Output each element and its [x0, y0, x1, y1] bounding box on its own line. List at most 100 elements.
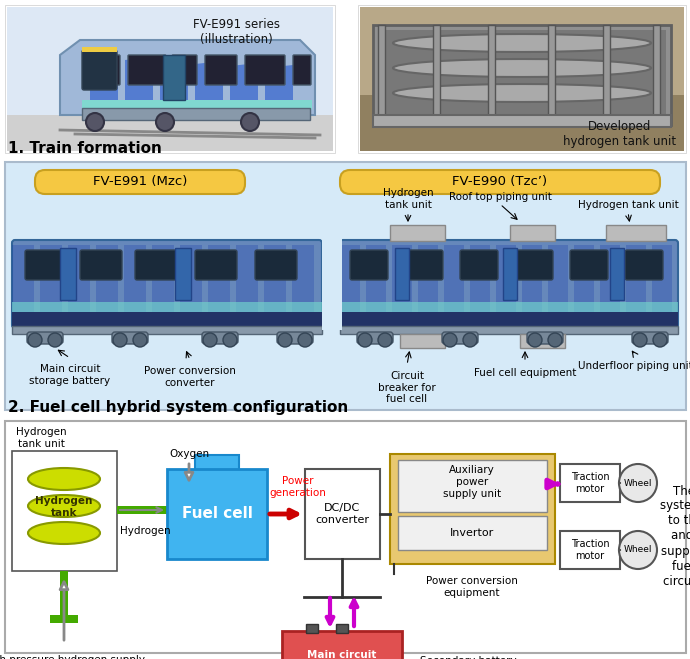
- FancyBboxPatch shape: [405, 250, 443, 280]
- Bar: [264, 245, 286, 323]
- Bar: [488, 25, 495, 125]
- FancyBboxPatch shape: [625, 250, 663, 280]
- Circle shape: [463, 333, 477, 347]
- FancyBboxPatch shape: [205, 55, 237, 85]
- Bar: [378, 25, 385, 125]
- Bar: [340, 302, 678, 312]
- Bar: [5, 421, 686, 653]
- Bar: [167, 469, 267, 559]
- Bar: [400, 334, 445, 348]
- Bar: [548, 245, 568, 323]
- FancyBboxPatch shape: [527, 332, 563, 344]
- Ellipse shape: [393, 34, 651, 52]
- Bar: [322, 238, 342, 330]
- Polygon shape: [230, 63, 258, 115]
- Bar: [358, 5, 686, 153]
- Bar: [82, 47, 117, 52]
- Circle shape: [48, 333, 62, 347]
- Bar: [548, 25, 555, 125]
- Text: DC/DC
converter: DC/DC converter: [315, 503, 369, 525]
- Bar: [82, 108, 310, 120]
- FancyBboxPatch shape: [255, 250, 297, 280]
- Bar: [60, 248, 76, 300]
- Bar: [96, 245, 118, 323]
- Bar: [340, 312, 678, 326]
- Bar: [373, 115, 671, 127]
- Bar: [180, 245, 202, 323]
- Bar: [510, 225, 555, 241]
- Text: Main circuit
storage battery: Main circuit storage battery: [30, 364, 110, 386]
- Ellipse shape: [28, 522, 100, 544]
- Text: Oxygen: Oxygen: [169, 449, 209, 459]
- Bar: [560, 464, 620, 502]
- Bar: [470, 245, 490, 323]
- FancyBboxPatch shape: [293, 55, 311, 85]
- FancyBboxPatch shape: [135, 250, 177, 280]
- Bar: [336, 624, 348, 633]
- Bar: [305, 469, 380, 559]
- FancyBboxPatch shape: [172, 55, 197, 85]
- Bar: [152, 245, 174, 323]
- Bar: [5, 162, 686, 410]
- FancyBboxPatch shape: [202, 332, 238, 344]
- Bar: [12, 326, 322, 334]
- Bar: [124, 245, 146, 323]
- Text: Developed
hydrogen tank unit: Developed hydrogen tank unit: [563, 120, 676, 148]
- Bar: [340, 245, 360, 323]
- Text: Power
generation: Power generation: [269, 476, 326, 498]
- Bar: [82, 100, 312, 110]
- Text: Wheel: Wheel: [624, 546, 652, 554]
- Bar: [390, 225, 445, 241]
- Bar: [520, 334, 565, 348]
- FancyBboxPatch shape: [340, 170, 660, 194]
- Bar: [360, 7, 684, 151]
- FancyBboxPatch shape: [112, 332, 148, 344]
- FancyBboxPatch shape: [340, 240, 678, 328]
- Text: Fuel cell: Fuel cell: [181, 507, 253, 521]
- Text: Power conversion
converter: Power conversion converter: [144, 366, 236, 387]
- Circle shape: [378, 333, 392, 347]
- Text: High pressure hydrogen supply: High pressure hydrogen supply: [0, 655, 146, 659]
- Circle shape: [223, 333, 237, 347]
- Bar: [208, 245, 230, 323]
- Ellipse shape: [28, 468, 100, 490]
- FancyBboxPatch shape: [90, 55, 120, 85]
- Text: Circuit
breaker for
fuel cell: Circuit breaker for fuel cell: [378, 371, 436, 404]
- Text: FV-E991 (Mzc): FV-E991 (Mzc): [93, 175, 187, 188]
- Bar: [392, 245, 412, 323]
- Bar: [395, 248, 409, 300]
- Text: Underfloor piping unit: Underfloor piping unit: [578, 361, 690, 371]
- FancyBboxPatch shape: [460, 250, 498, 280]
- FancyBboxPatch shape: [245, 55, 285, 85]
- Bar: [12, 312, 322, 326]
- Circle shape: [133, 333, 147, 347]
- Circle shape: [113, 333, 127, 347]
- Bar: [574, 245, 594, 323]
- Bar: [610, 248, 624, 300]
- Bar: [373, 25, 671, 125]
- FancyBboxPatch shape: [12, 240, 322, 328]
- Bar: [496, 245, 516, 323]
- FancyBboxPatch shape: [277, 332, 313, 344]
- FancyBboxPatch shape: [442, 332, 478, 344]
- Circle shape: [86, 113, 104, 131]
- FancyBboxPatch shape: [570, 250, 608, 280]
- Text: Hydrogen
tank unit: Hydrogen tank unit: [383, 188, 433, 210]
- Bar: [175, 248, 191, 300]
- FancyBboxPatch shape: [128, 55, 166, 85]
- Text: FV-E991 series
(illustration): FV-E991 series (illustration): [193, 18, 280, 46]
- Polygon shape: [160, 59, 188, 115]
- Text: Hydrogen: Hydrogen: [119, 526, 170, 536]
- Bar: [5, 5, 335, 153]
- Polygon shape: [60, 40, 315, 115]
- FancyBboxPatch shape: [515, 250, 553, 280]
- Circle shape: [298, 333, 312, 347]
- Circle shape: [653, 333, 667, 347]
- Polygon shape: [265, 65, 293, 115]
- Circle shape: [278, 333, 292, 347]
- Circle shape: [619, 464, 657, 502]
- FancyBboxPatch shape: [25, 250, 67, 280]
- Polygon shape: [90, 55, 118, 115]
- Ellipse shape: [28, 495, 100, 517]
- Text: 2. Fuel cell hybrid system configuration: 2. Fuel cell hybrid system configuration: [8, 400, 348, 415]
